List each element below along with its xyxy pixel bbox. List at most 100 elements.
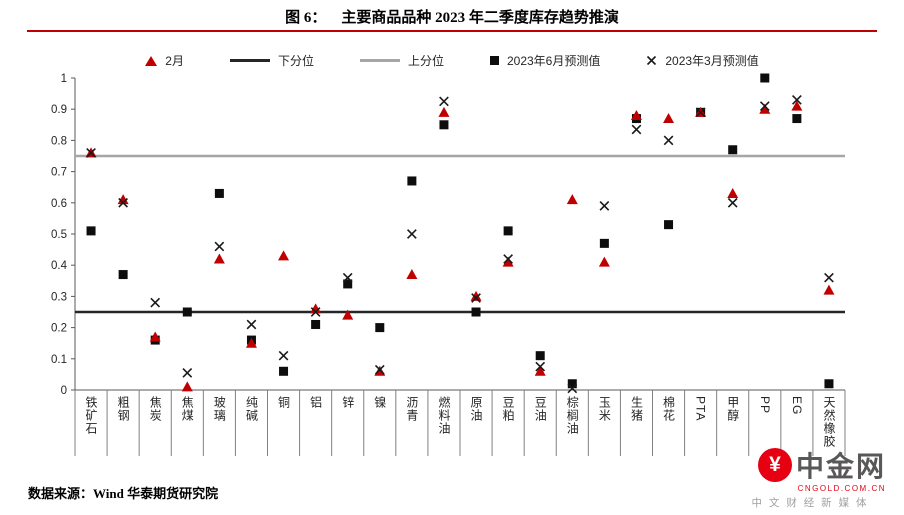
y-tick-label: 0.1 — [51, 354, 67, 366]
marker-triangle — [149, 331, 161, 342]
category-label: 铝 — [308, 396, 323, 409]
marker-x — [792, 94, 802, 105]
marker-square — [567, 379, 577, 389]
chart-svg: 0 0.1 0.2 0.3 0.4 0.5 0.6 0.7 0.8 0.9 1 — [51, 73, 846, 456]
marker-x — [342, 272, 353, 283]
chart-legend: 2月 下分位 上分位 2023年6月预测值 2023年3月预测值 — [0, 52, 904, 69]
marker-x — [182, 367, 193, 378]
marker-triangle — [727, 187, 739, 198]
y-tick-label: 0.3 — [51, 291, 67, 303]
marker-square — [343, 279, 353, 289]
category-label: 豆油 — [533, 396, 548, 422]
marker-square — [535, 351, 545, 361]
marker-square — [279, 366, 289, 376]
legend-item-march-forecast: 2023年3月预测值 — [646, 52, 759, 69]
legend-item-lower-quantile: 下分位 — [229, 52, 314, 69]
gray-line-marker-icon — [359, 59, 400, 62]
x-marker-icon — [646, 55, 657, 66]
marker-triangle — [342, 309, 354, 320]
marker-x — [439, 96, 449, 107]
marker-triangle — [278, 250, 290, 261]
marker-triangle — [759, 103, 771, 114]
title-divider — [27, 30, 877, 32]
marker-square — [311, 319, 321, 329]
marker-triangle — [534, 365, 546, 376]
marker-square — [118, 270, 128, 280]
legend-label: 2月 — [165, 54, 184, 68]
legend-label: 下分位 — [277, 54, 314, 68]
marker-square — [599, 238, 609, 248]
marker-triangle — [406, 269, 418, 280]
category-label: 镍 — [372, 396, 387, 409]
marker-square — [182, 307, 192, 317]
y-tick-label: 0.7 — [51, 167, 67, 179]
square-marker-icon — [489, 56, 499, 65]
marker-triangle — [663, 113, 675, 124]
marker-square — [503, 226, 513, 236]
marker-x — [824, 272, 834, 283]
category-label: 铁矿石 — [84, 396, 99, 435]
marker-x — [663, 135, 674, 146]
marker-x — [278, 350, 289, 361]
marker-triangle — [117, 194, 129, 205]
marker-triangle — [630, 109, 642, 120]
marker-triangle — [823, 284, 835, 295]
marker-triangle — [566, 194, 578, 205]
y-tick-label: 0.9 — [51, 104, 67, 116]
marker-square — [664, 220, 674, 230]
category-labels: 铁矿石 粗钢 焦炭 焦煤 玻璃 纯碱 铜 铝 锌 镍 沥青 燃料油 原油 豆粕 豆油 棕榈油 玉米 生猪 棉花 PTA… — [0, 70, 904, 470]
marker-x — [471, 293, 481, 303]
marker-x — [407, 229, 417, 239]
y-tick-label: 0.5 — [51, 229, 67, 241]
marker-triangle — [438, 106, 450, 117]
marker-x — [310, 307, 321, 317]
category-label: 焦煤 — [180, 396, 195, 422]
brand-name: 中金网 — [795, 451, 886, 482]
marker-triangle — [181, 381, 193, 392]
y-tick-label: 0 — [61, 385, 67, 397]
marker-x — [599, 201, 610, 211]
marker-triangle — [470, 290, 482, 301]
category-label: 玉米 — [597, 396, 612, 422]
marker-x — [246, 319, 257, 330]
category-label: PP — [757, 396, 772, 415]
marker-x — [535, 361, 546, 372]
chart-area: 0 0.1 0.2 0.3 0.4 0.5 0.6 0.7 0.8 0.9 1 铁矿石 粗钢 焦炭 焦煤玻… — [0, 70, 904, 470]
data-source: 数据来源：Wind 华泰期货研究院 — [28, 486, 219, 501]
marker-x — [86, 148, 96, 158]
category-label: 锌 — [340, 396, 355, 409]
legend-label: 2023年3月预测值 — [665, 54, 759, 68]
marker-x — [567, 383, 578, 394]
legend-item-february: 2月 — [145, 52, 184, 69]
marker-x — [374, 364, 385, 375]
marker-triangle — [791, 100, 803, 111]
marker-triangle — [213, 253, 225, 264]
triangle-marker-icon — [145, 55, 158, 66]
category-label: 沥青 — [404, 396, 419, 422]
marker-square — [471, 307, 481, 317]
y-tick-label: 1 — [61, 73, 67, 85]
legend-label: 2023年6月预测值 — [506, 54, 601, 68]
category-label: PTA — [693, 396, 708, 422]
marker-x — [503, 254, 513, 264]
marker-triangle — [310, 303, 322, 314]
category-label: EG — [789, 396, 804, 416]
category-label: 纯碱 — [244, 396, 259, 422]
category-label: 甲醇 — [725, 396, 740, 422]
category-label: 粗钢 — [116, 396, 131, 422]
marker-square — [407, 176, 417, 186]
marker-triangle — [502, 256, 514, 267]
marker-triangle — [598, 256, 610, 267]
marker-square — [792, 114, 802, 124]
y-tick-label: 0.6 — [51, 198, 67, 210]
cngold-watermark: ¥ 中金网 CNGOLD.COM.CN 中 文 财 经 新 媒 体 — [734, 445, 886, 510]
marker-x — [759, 101, 770, 111]
brand-row: ¥ 中金网 — [734, 445, 886, 485]
y-tick-label: 0.8 — [51, 135, 67, 147]
category-label: 生猪 — [629, 396, 644, 422]
category-label: 原油 — [469, 396, 484, 422]
marker-x — [150, 297, 161, 308]
category-label: 天然橡胶 — [821, 396, 836, 448]
category-label: 棉花 — [661, 396, 676, 422]
